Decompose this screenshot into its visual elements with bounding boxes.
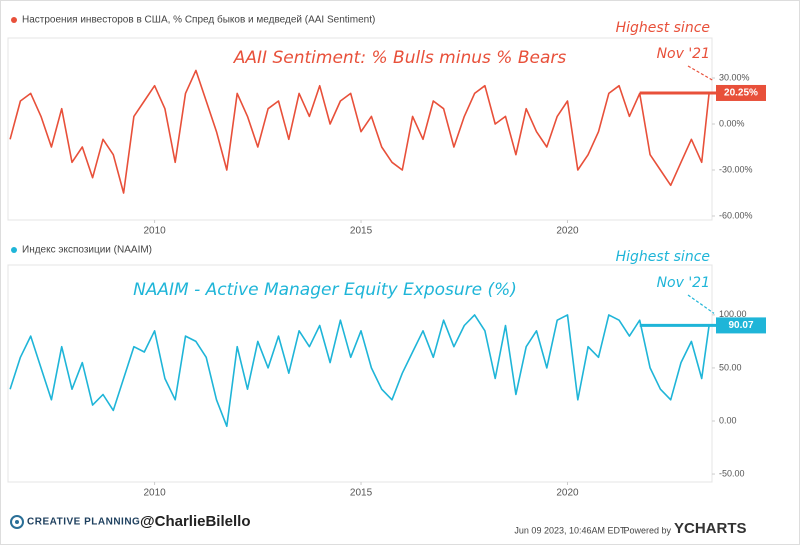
brand-logo xyxy=(10,515,24,529)
plot-area xyxy=(7,264,713,483)
x-tick-label: 2020 xyxy=(556,226,579,237)
y-tick-label: -60.00% xyxy=(719,210,753,220)
y-tick-label: 50.00 xyxy=(719,362,742,372)
legend-swatch xyxy=(11,247,17,253)
callout: Nov '21 xyxy=(657,46,710,62)
y-tick-label: 0.00% xyxy=(719,118,745,128)
legend-label: Настроения инвесторов в США, % Спред бык… xyxy=(22,14,375,26)
x-tick-label: 2020 xyxy=(556,488,579,499)
callout: Highest since xyxy=(616,249,710,265)
value-label-box xyxy=(716,317,766,334)
series-line xyxy=(9,69,710,194)
chart-annotation: AAII Sentiment: % Bulls minus % Bears xyxy=(233,48,567,68)
plot-area xyxy=(7,37,713,221)
legend-swatch xyxy=(11,17,17,23)
powered-by: Powered by xyxy=(623,525,671,535)
pointer-arrow xyxy=(687,294,715,314)
value-label: 20.25% xyxy=(724,88,758,99)
x-tick-label: 2010 xyxy=(143,488,166,499)
pointer-arrow xyxy=(687,65,715,82)
value-label-box xyxy=(716,84,766,101)
chart-annotation: NAAIM - Active Manager Equity Exposure (… xyxy=(133,280,517,300)
provider: YCHARTS xyxy=(674,520,747,537)
handle: @CharlieBilello xyxy=(140,513,251,530)
legend-label: Индекс экспозиции (NAAIM) xyxy=(22,245,152,256)
brand: CREATIVE PLANNING xyxy=(27,517,140,528)
callout: Nov '21 xyxy=(657,275,710,291)
y-tick-label: -50.00 xyxy=(719,468,745,478)
x-tick-label: 2015 xyxy=(350,488,373,499)
timestamp: Jun 09 2023, 10:46AM EDT. xyxy=(514,525,627,535)
x-tick-label: 2010 xyxy=(143,226,166,237)
callout: Highest since xyxy=(616,20,710,36)
y-tick-label: 30.00% xyxy=(719,72,750,82)
value-label: 90.07 xyxy=(728,320,753,331)
y-tick-label: 100.00 xyxy=(719,309,747,319)
series-line xyxy=(9,314,710,428)
y-tick-label: -30.00% xyxy=(719,164,753,174)
x-tick-label: 2015 xyxy=(350,226,373,237)
y-tick-label: 0.00 xyxy=(719,415,737,425)
